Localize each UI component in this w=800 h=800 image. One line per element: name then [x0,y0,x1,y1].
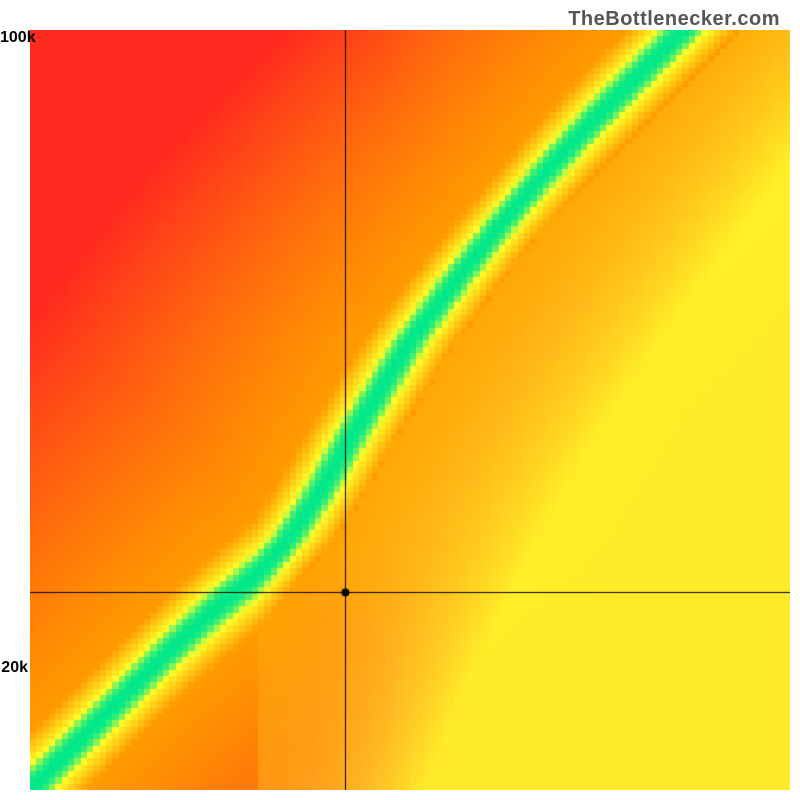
y-axis-tick-label: 20k [0,659,28,677]
watermark-text: TheBottlenecker.com [568,8,780,31]
y-axis-tick-label: 100k [0,29,28,47]
crosshair-overlay [30,30,790,790]
